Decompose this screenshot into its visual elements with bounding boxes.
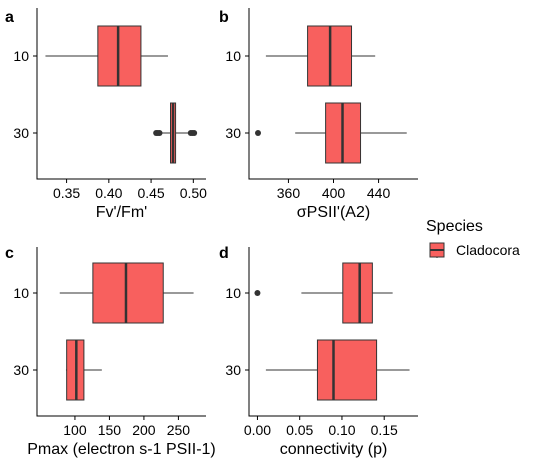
legend-label-cladocora: Cladocora (456, 242, 520, 258)
panel-a: a 10 30 0.35 0.40 0.45 0.50 Fv'/Fm' (5, 8, 207, 221)
x-tick-label: 0.10 (328, 422, 355, 438)
boxplot-10 (254, 262, 393, 324)
y-tick-label: 30 (13, 125, 29, 141)
panels-group: a 10 30 0.35 0.40 0.45 0.50 Fv'/Fm' b 10 30 360 400 4… (5, 8, 418, 458)
box-iqr (342, 262, 373, 324)
x-tick-label: 0.35 (53, 185, 80, 201)
x-tick-label: 400 (322, 185, 346, 201)
legend-title: Species (426, 218, 483, 235)
box-iqr (92, 262, 164, 324)
legend: Species Cladocora (426, 218, 520, 258)
panel-letter-b: b (219, 9, 229, 26)
boxplot-30 (265, 339, 410, 401)
outlier-point (255, 130, 262, 136)
y-tick-label: 10 (225, 48, 241, 64)
x-tick-label: 0.00 (244, 422, 271, 438)
x-tick-label: 360 (277, 185, 301, 201)
y-tick-label: 10 (225, 285, 241, 301)
x-tick-label: 0.45 (137, 185, 164, 201)
box-iqr (316, 339, 378, 401)
x-tick-label: 440 (367, 185, 391, 201)
x-axis-title: Pmax (electron s-1 PSII-1) (27, 441, 216, 458)
panel-letter-a: a (5, 9, 14, 26)
x-axis-title: σPSII'(A2) (297, 204, 370, 221)
x-tick-label: 0.50 (180, 185, 207, 201)
panel-d: d 10 30 0.00 0.05 0.10 0.15 connectivity (p) (219, 245, 418, 458)
panel-letter-c: c (5, 245, 14, 262)
x-tick-label: 100 (63, 422, 87, 438)
panel-b: b 10 30 360 400 440 σPSII'(A2) (219, 8, 418, 221)
x-tick-label: 0.05 (286, 422, 313, 438)
x-tick-label: 0.15 (371, 422, 398, 438)
boxplot-30 (255, 102, 407, 164)
box-iqr (97, 25, 142, 87)
boxplot-10 (59, 262, 194, 324)
panel-c: c 10 30 100 150 200 250 Pmax (electron s-1 PSII… (5, 245, 216, 458)
outlier-point (254, 290, 261, 296)
boxplot-10 (265, 25, 376, 87)
y-tick-label: 10 (13, 285, 29, 301)
outlier-point (156, 130, 163, 136)
x-tick-label: 150 (98, 422, 122, 438)
boxplot-30 (153, 102, 198, 164)
y-tick-label: 30 (13, 362, 29, 378)
panel-letter-d: d (219, 245, 229, 262)
boxplot-30 (65, 339, 102, 401)
boxplot-10 (45, 25, 168, 87)
y-tick-label: 10 (13, 48, 29, 64)
x-tick-label: 0.40 (95, 185, 122, 201)
x-axis-title: Fv'/Fm' (96, 204, 147, 221)
outlier-point (191, 130, 198, 136)
x-axis-title: connectivity (p) (280, 441, 388, 458)
y-tick-label: 30 (225, 362, 241, 378)
x-tick-label: 200 (132, 422, 156, 438)
y-tick-label: 30 (225, 125, 241, 141)
x-tick-label: 250 (167, 422, 191, 438)
